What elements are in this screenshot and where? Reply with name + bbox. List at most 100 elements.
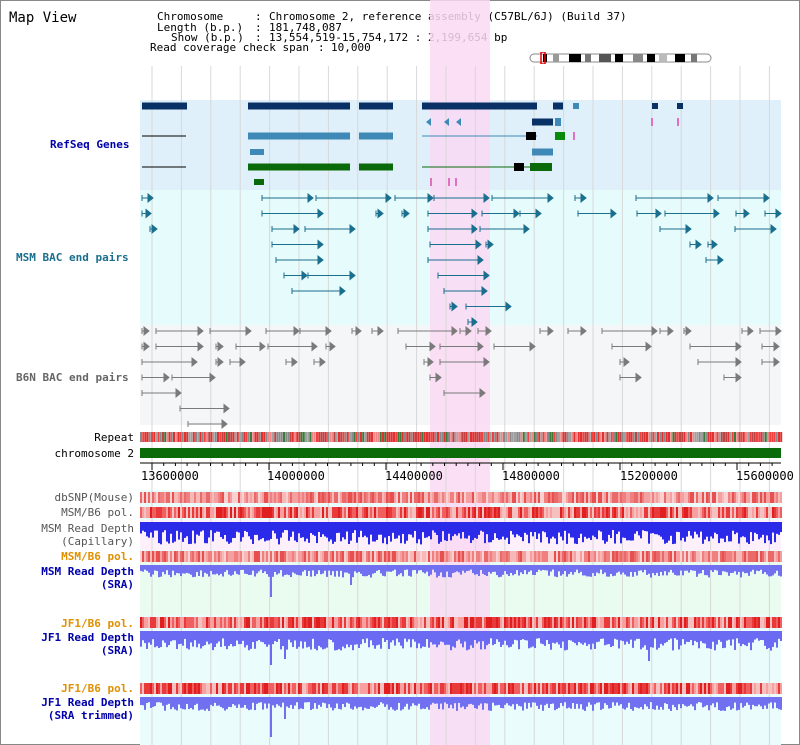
jf1-sra-depth-bar (172, 631, 174, 641)
msm-capillary-depth-bar (234, 522, 236, 538)
msm-capillary-depth-bar (440, 522, 442, 542)
repeat-block (582, 432, 585, 442)
jf1-b6-pol-heat-cell (268, 617, 270, 628)
dbsnp-heat-cell (752, 492, 754, 503)
jf1-sra-depth-bar (302, 631, 304, 649)
jf1-trim-depth-bar (680, 697, 682, 709)
msm-bac-pair-arrow (523, 223, 530, 235)
jf1-sra-depth-bar (418, 631, 420, 644)
msm-b6-pol2-heat-cell (286, 551, 288, 562)
msm-b6-pol-label-2[interactable]: MSM/B6 pol. (61, 550, 134, 563)
jf1-sra-depth-bar (744, 631, 746, 646)
jf1-depth-sra-label[interactable]: JF1 Read Depth (41, 631, 134, 644)
msm-b6-pol-heat-cell (298, 507, 300, 518)
repeat-block (747, 432, 750, 442)
chromosome-ideogram[interactable] (529, 52, 713, 64)
dbsnp-heat-cell (534, 492, 536, 503)
msm-b6-pol-heat-cell (444, 507, 446, 518)
jf1-b6-pol-heat-cell (420, 617, 422, 628)
refseq-genes-track (142, 102, 683, 186)
jf1-b6-pol2-heat-cell (406, 683, 408, 694)
msm-capillary-depth-bar (438, 522, 440, 544)
msm-sra-depth-bar (302, 565, 304, 572)
jf1-b6-pol2-heat-cell (140, 683, 142, 694)
msm-capillary-depth-bar (302, 522, 304, 538)
jf1-trim-depth-bar (286, 697, 288, 707)
jf1-b6-pol2-heat-cell (600, 683, 602, 694)
msm-b6-pol-heat-cell (332, 507, 334, 518)
jf1-trim-depth-bar (316, 697, 318, 709)
jf1-sra-depth-bar (598, 631, 600, 642)
msm-sra-depth-bar (228, 565, 230, 575)
jf1-b6-pol2-heat-cell (374, 683, 376, 694)
jf1-sra-depth-bar (630, 631, 632, 640)
jf1-b6-pol-label-2[interactable]: JF1/B6 pol. (61, 682, 134, 695)
msm-capillary-depth-bar (314, 522, 316, 536)
msm-depth-sra-label[interactable]: MSM Read Depth (41, 565, 134, 578)
msm-b6-pol-label-1[interactable]: MSM/B6 pol. (61, 506, 134, 519)
jf1-sra-depth-bar (242, 631, 244, 641)
msm-b6-pol2-heat-cell (622, 551, 624, 562)
jf1-b6-pol2-heat-cell (594, 683, 596, 694)
msm-b6-pol-heat-cell (318, 507, 320, 518)
repeat-block (602, 432, 604, 442)
dbsnp-heat-cell (234, 492, 236, 503)
msm-depth-capillary-label[interactable]: MSM Read Depth (41, 522, 134, 535)
refseq-genes-label[interactable]: RefSeq Genes (50, 138, 130, 151)
jf1-b6-pol-heat-cell (594, 617, 596, 628)
msm-b6-pol-heat-cell (438, 507, 440, 518)
jf1-sra-depth-bar (442, 631, 444, 643)
b6n-bac-label[interactable]: B6N BAC end pairs (16, 371, 129, 384)
jf1-b6-pol-heat-cell (586, 617, 588, 628)
jf1-trim-depth-bar (702, 697, 704, 708)
dbsnp-heat-cell (176, 492, 178, 503)
jf1-b6-pol-heat-cell (572, 617, 574, 628)
jf1-b6-pol2-heat-cell (358, 683, 360, 694)
msm-capillary-depth-bar (686, 522, 688, 537)
jf1-trim-depth-bar (774, 697, 776, 703)
msm-sra-depth-bar (456, 565, 458, 572)
msm-sra-depth-bar (604, 565, 606, 573)
msm-bac-pair-arrow (707, 192, 714, 204)
repeat-block (547, 432, 549, 442)
msm-b6-pol2-heat-cell (724, 551, 726, 562)
msm-b6-pol2-heat-cell (430, 551, 432, 562)
msm-b6-pol2-heat-cell (312, 551, 314, 562)
msm-sra-depth-bar (654, 565, 656, 576)
jf1-b6-pol-heat-cell (580, 617, 582, 628)
msm-sra-depth-bar (774, 565, 776, 574)
jf1-trim-depth-bar (322, 697, 324, 703)
dbsnp-heat-cell (362, 492, 364, 503)
dbsnp-label[interactable]: dbSNP(Mouse) (54, 491, 134, 504)
msm-capillary-depth-bar (284, 522, 286, 531)
jf1-b6-pol2-heat-cell (440, 683, 442, 694)
jf1-sra-depth-bar (392, 631, 394, 641)
msm-capillary-depth-bar (522, 522, 524, 542)
msm-b6-pol2-heat-cell (148, 551, 150, 562)
jf1-b6-pol-heat-cell (412, 617, 414, 628)
msm-b6-pol-heat-cell (670, 507, 672, 518)
msm-capillary-depth-bar (644, 522, 646, 532)
msm-sra-depth-bar (614, 565, 616, 576)
repeat-block (384, 432, 387, 442)
msm-bac-label[interactable]: MSM BAC end pairs (16, 251, 129, 264)
msm-b6-pol-heat-cell (614, 507, 616, 518)
jf1-b6-pol2-heat-cell (238, 683, 240, 694)
jf1-b6-pol2-heat-cell (452, 683, 454, 694)
jf1-b6-pol-heat-cell (742, 617, 744, 628)
jf1-b6-pol2-heat-cell (740, 683, 742, 694)
jf1-b6-pol2-heat-cell (430, 683, 432, 694)
jf1-b6-pol-label-1[interactable]: JF1/B6 pol. (61, 617, 134, 630)
dbsnp-heat-cell (638, 492, 640, 503)
chromosome-bar (140, 448, 781, 458)
msm-b6-pol-heat-cell (600, 507, 602, 518)
jf1-b6-pol2-heat-cell (596, 683, 598, 694)
repeat-block (775, 432, 778, 442)
msm-b6-pol-heat-cell (384, 507, 386, 518)
jf1-b6-pol-heat-cell (352, 617, 354, 628)
jf1-b6-pol2-heat-cell (272, 683, 274, 694)
dbsnp-heat-cell (498, 492, 500, 503)
jf1-sra-depth-bar (518, 631, 520, 650)
jf1-depth-trim-label[interactable]: JF1 Read Depth (41, 696, 134, 709)
